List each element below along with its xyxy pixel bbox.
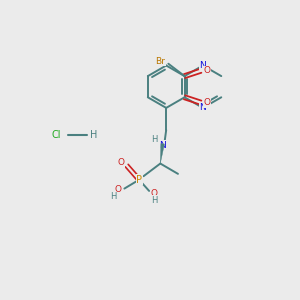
Polygon shape (160, 144, 164, 164)
Text: O: O (115, 185, 122, 194)
Text: N: N (159, 141, 166, 150)
Text: O: O (203, 66, 210, 75)
Text: H: H (111, 192, 117, 201)
Text: H: H (151, 136, 157, 145)
Text: Br: Br (155, 57, 165, 66)
Text: N: N (200, 103, 206, 112)
Text: O: O (203, 98, 210, 107)
Text: Cl: Cl (51, 130, 61, 140)
Text: P: P (136, 175, 142, 185)
Text: N: N (200, 61, 206, 70)
Text: H: H (151, 196, 157, 205)
Text: H: H (90, 130, 98, 140)
Text: O: O (150, 189, 157, 198)
Text: O: O (117, 158, 124, 167)
